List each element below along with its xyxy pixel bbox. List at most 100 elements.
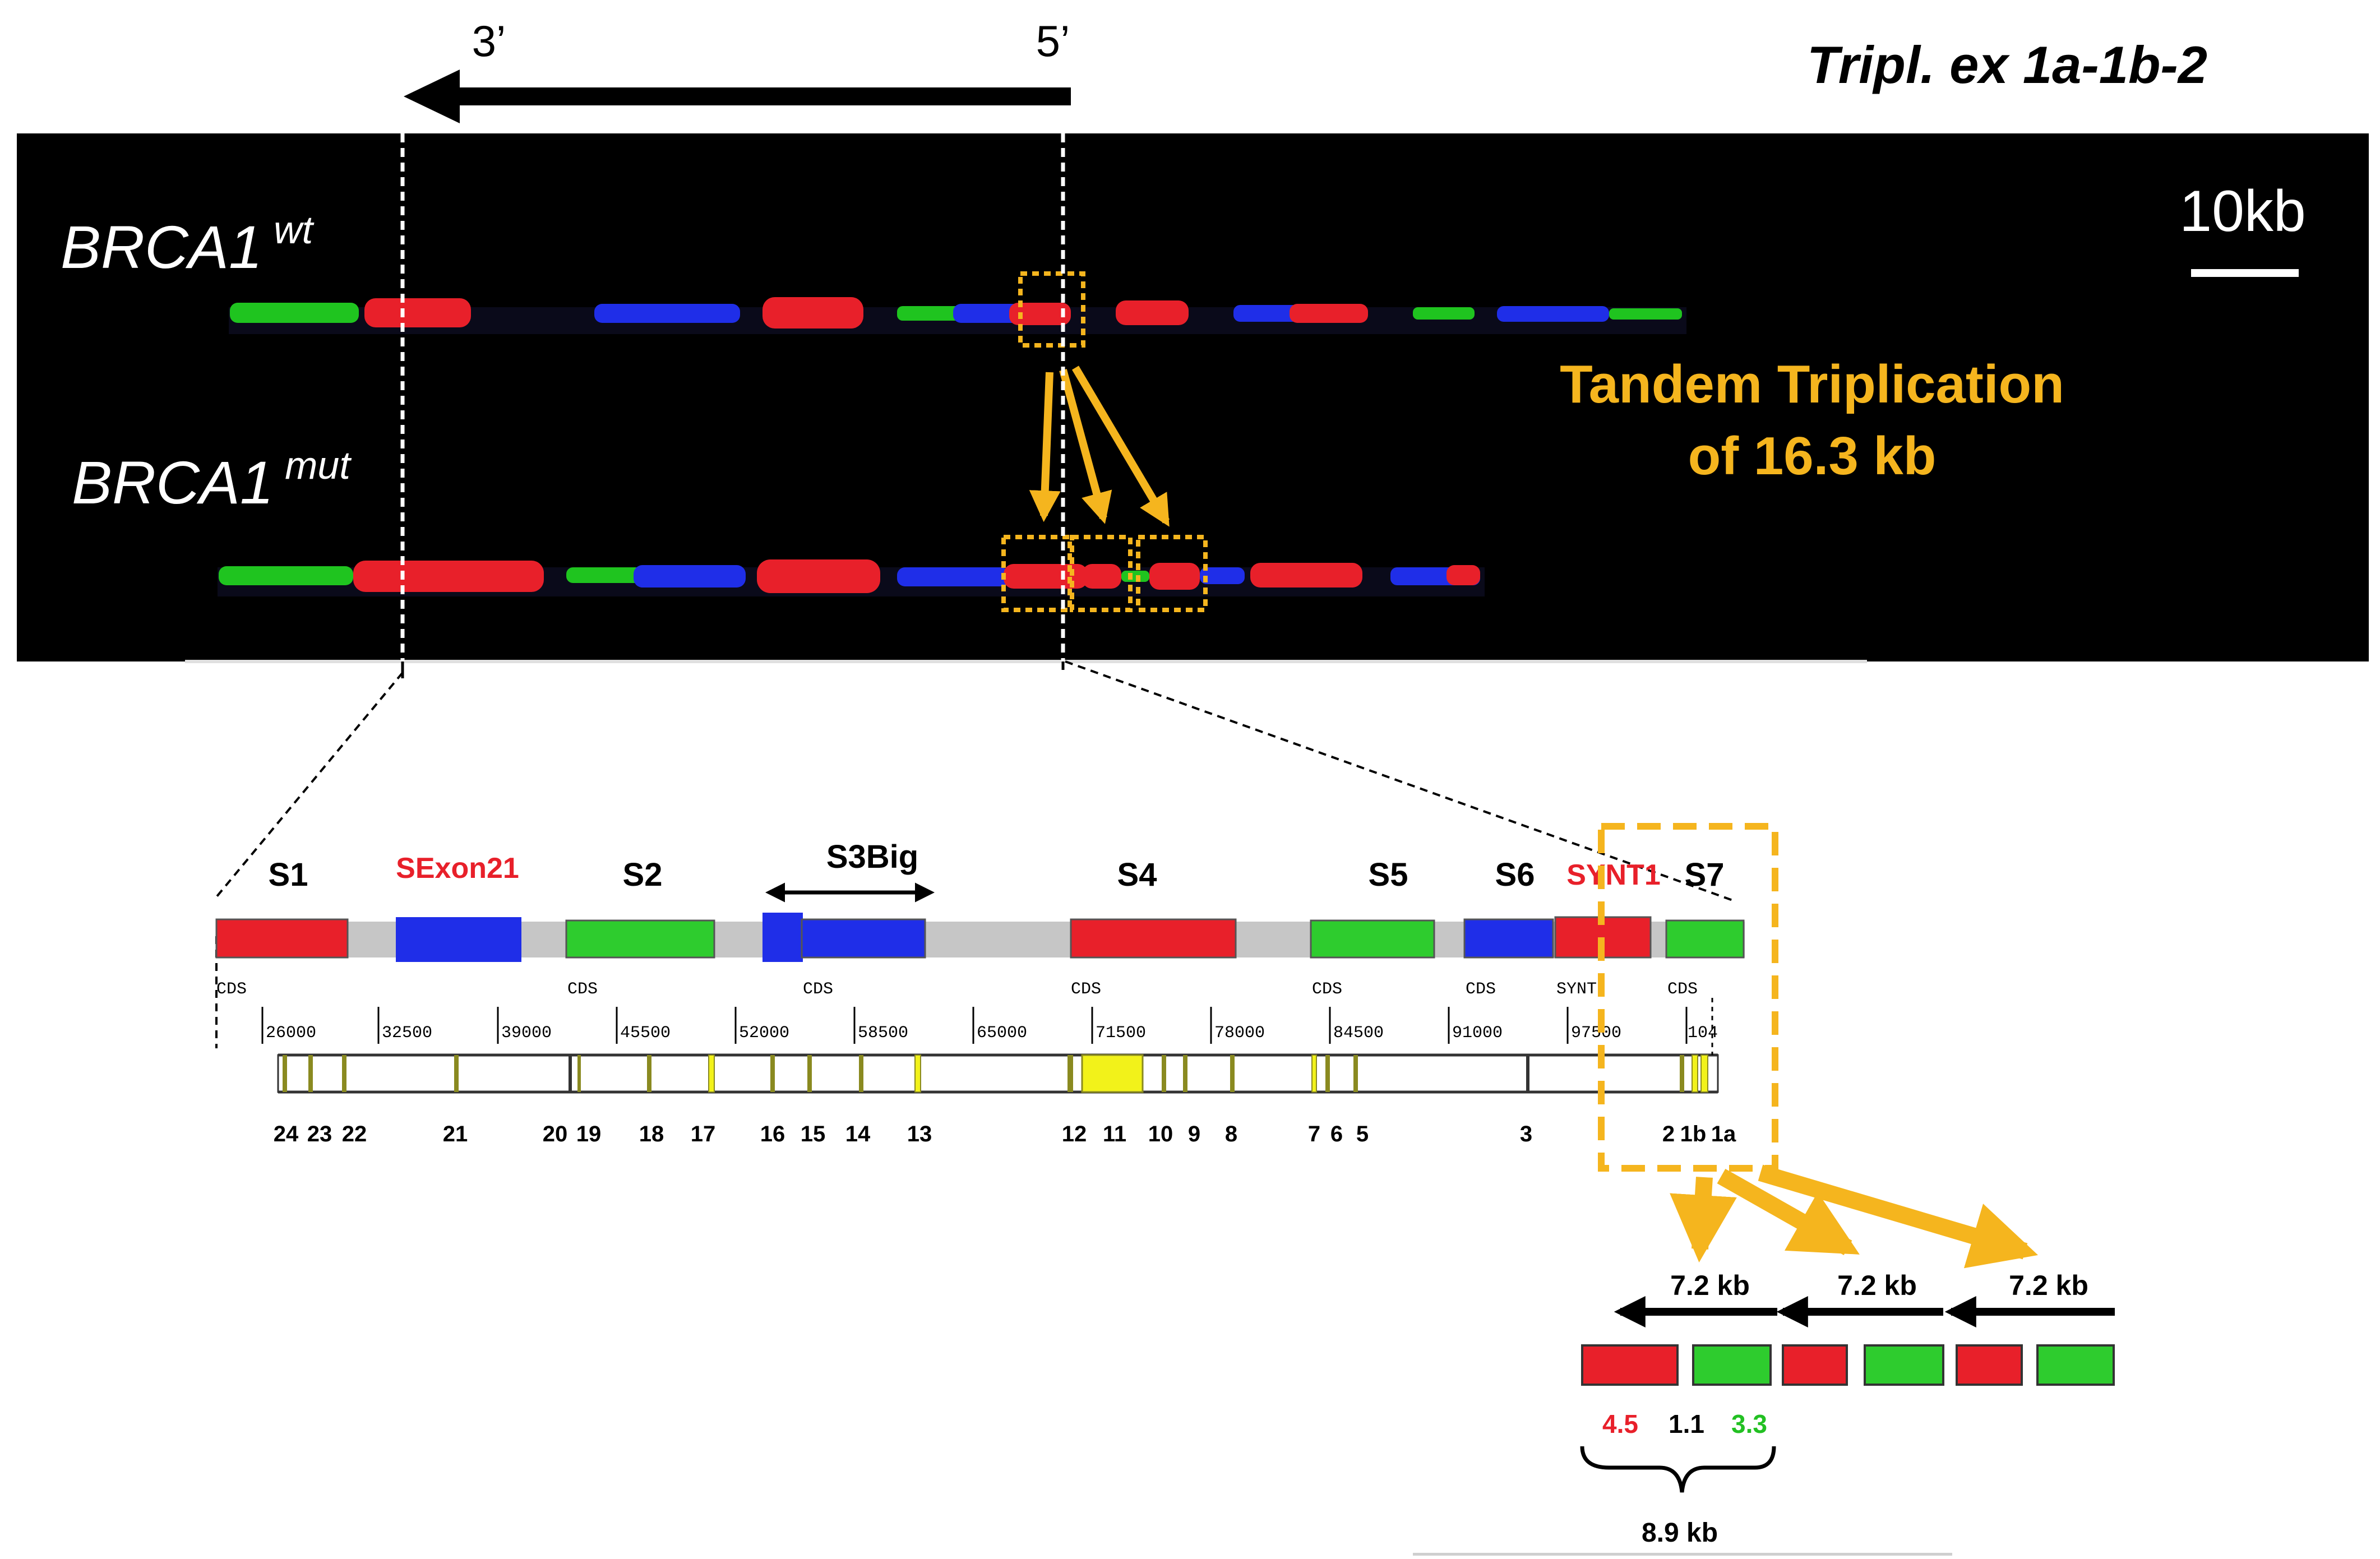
coord-label: 32500 (382, 1024, 432, 1043)
exon-8 (1230, 1055, 1235, 1092)
exon-number: 11 (1103, 1122, 1126, 1146)
exon-number: 13 (907, 1122, 932, 1146)
exon-21 (454, 1055, 459, 1092)
coord-label: 52000 (739, 1024, 789, 1043)
exon-18 (647, 1055, 651, 1092)
fiber-wt-red (1290, 304, 1368, 323)
fiber-wt-green (897, 306, 964, 321)
mut-target-box-1 (1001, 535, 1072, 612)
repeat-length-label: 7.2 kb (1670, 1270, 1750, 1301)
fiber-mut-green (566, 567, 650, 583)
exon-number: 6 (1330, 1122, 1343, 1146)
exon-number: 24 (274, 1122, 299, 1146)
direction-header: 3’ 5’ Tripl. ex 1a-1b-2 (404, 16, 2207, 123)
triplication-arrow-3 (1071, 366, 1170, 527)
exon-2 (1680, 1055, 1684, 1092)
fiber-wt-green (230, 303, 359, 323)
probe-label: S1 (269, 857, 308, 893)
exon-number: 18 (639, 1122, 664, 1146)
exon-6 (1325, 1055, 1330, 1092)
repeat-green-block (1692, 1344, 1772, 1386)
probe-s2 (565, 919, 715, 959)
repeat-red-block (1581, 1344, 1679, 1386)
exon-19 (577, 1055, 581, 1092)
fiber-mut-blue (897, 567, 1009, 586)
exon-number: 22 (342, 1122, 367, 1146)
cds-label: CDS (1312, 980, 1342, 999)
exon-13 (914, 1054, 921, 1093)
coord-label: 58500 (858, 1024, 908, 1043)
exon-10 (1162, 1055, 1166, 1092)
exon-number: 15 (801, 1122, 826, 1146)
exon-1b (1692, 1054, 1698, 1093)
triplicated-region-box (1598, 823, 1778, 1172)
probe-label: S6 (1495, 857, 1535, 893)
triplication-detail: 7.2 kb 7.2 kb 7.2 kb 4.5 1.1 3.3 8.9 kb (1413, 1270, 2115, 1556)
probe-label: S5 (1369, 857, 1408, 893)
detail-arrow-1 (1670, 1177, 1737, 1262)
fiber-mut-blue (1200, 567, 1245, 584)
coordinate-ruler: 26000 32500 39000 45500 52000 58500 6500… (261, 1007, 1718, 1044)
zoom-line-left (215, 672, 404, 898)
cds-label: CDS (803, 980, 833, 999)
wt-label: BRCA1 wt (61, 208, 315, 281)
coord-label: 26000 (266, 1024, 316, 1043)
triplication-annotation-line2: of 16.3 kb (1688, 426, 1937, 486)
probe-label: S4 (1117, 857, 1157, 893)
fiber-mut-blue (634, 565, 746, 587)
figure-title: Tripl. ex 1a-1b-2 (1807, 35, 2207, 94)
exon-16 (770, 1055, 775, 1092)
fiber-mut-red (353, 561, 544, 592)
total-length-label: 8.9 kb (1642, 1518, 1718, 1548)
exon-number: 21 (443, 1122, 468, 1146)
exon-7 (1311, 1054, 1317, 1093)
exon-11 (1081, 1054, 1144, 1093)
coord-label: 45500 (620, 1024, 671, 1043)
repeat-green-block (2036, 1344, 2115, 1386)
probe-s5 (1310, 919, 1435, 959)
exon-24 (283, 1055, 287, 1092)
cds-label: CDS (1071, 980, 1101, 999)
coord-label: 39000 (501, 1024, 552, 1043)
triplication-arrow-2 (1059, 369, 1112, 524)
red-probe-length: 4.5 (1602, 1409, 1638, 1438)
exon-12 (1067, 1055, 1073, 1092)
mut-label: BRCA1 mut (72, 443, 352, 516)
probe-s4 (1070, 918, 1237, 959)
zoom-line-right (1065, 660, 1736, 903)
total-length-brace (1580, 1446, 1776, 1493)
fiber-wt-blue (953, 304, 1026, 323)
probe-sexon21 (396, 917, 521, 962)
direction-arrow-head (404, 70, 460, 123)
fiber-mut (218, 559, 1485, 596)
fiber-wt-red (1009, 303, 1071, 325)
coord-label: 104 (1688, 1024, 1718, 1043)
scale-bar (2191, 269, 2299, 277)
scale-bar-label: 10kb (2179, 179, 2306, 244)
coord-label: 91000 (1452, 1024, 1503, 1043)
fiber-wt-green (1609, 308, 1682, 320)
green-probe-length: 3.3 (1731, 1409, 1767, 1438)
fiber-wt-blue (594, 304, 740, 323)
exon-1a (1700, 1054, 1708, 1093)
exon-22 (342, 1055, 346, 1092)
exon-20 (569, 1055, 572, 1092)
repeat-green-block (1864, 1344, 1944, 1386)
gap-length: 1.1 (1669, 1409, 1704, 1438)
exon-3 (1526, 1055, 1529, 1092)
probe-label: S3Big (826, 839, 918, 875)
fiber-wt-green (1413, 307, 1475, 320)
repeat-red-block (1956, 1344, 2023, 1386)
coord-label: 71500 (1096, 1024, 1146, 1043)
fiber-mut-red (1082, 564, 1121, 589)
exon-number: 1a (1711, 1122, 1736, 1146)
exon-number: 23 (307, 1122, 332, 1146)
exon-number: 7 (1308, 1122, 1320, 1146)
probe-label: S2 (623, 857, 663, 893)
fiber-panel-underline (185, 660, 1867, 663)
exon-5 (1353, 1055, 1358, 1092)
fiber-mut-green (219, 566, 353, 585)
fiber-wt (229, 297, 1686, 334)
probe-s1 (215, 918, 349, 959)
exon-number: 2 (1662, 1122, 1675, 1146)
